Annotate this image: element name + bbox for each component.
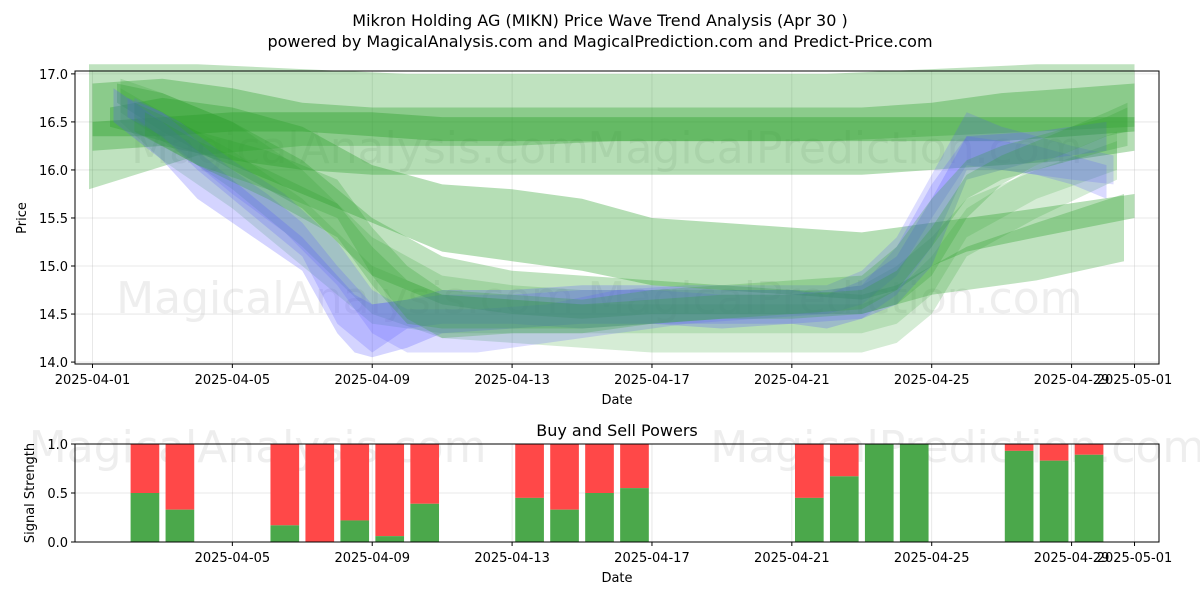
- x-tick-label: 2025-04-21: [754, 373, 830, 388]
- y-tick-label: 15.0: [39, 260, 68, 275]
- main-chart-subtitle: powered by MagicalAnalysis.com and Magic…: [267, 32, 932, 51]
- sell-bar-2025-04-14: [550, 444, 579, 510]
- y-tick-label: 16.0: [39, 164, 68, 179]
- trend-band-green-11: [144, 102, 1128, 329]
- signal-plot: Buy and Sell Powers MagicalAnalysis.com …: [23, 421, 1200, 586]
- x-tick-label: 2025-04-13: [474, 373, 550, 388]
- buy-bar-2025-04-03: [165, 509, 195, 542]
- price-y-ticks: 14.0 14.5 15.0 15.5 16.0 16.5 17.0: [39, 68, 75, 371]
- trend-band-green-2: [92, 112, 1135, 142]
- main-chart-title: Mikron Holding AG (MIKN) Price Wave Tren…: [352, 11, 847, 30]
- signal-y-ticks: 0.0 0.5 1.0: [47, 438, 75, 551]
- signal-y-axis-label: Signal Strength: [23, 443, 38, 543]
- y-tick-label: 0.0: [47, 536, 68, 551]
- y-tick-label: 15.5: [39, 212, 68, 227]
- buy-bar-2025-04-06: [270, 525, 300, 542]
- trend-band-green-6: [120, 88, 1117, 334]
- x-tick-label: 2025-04-09: [334, 551, 410, 566]
- buy-bar-2025-04-14: [550, 509, 579, 542]
- trend-band-green-4: [117, 83, 1124, 319]
- x-tick-label: 2025-04-05: [195, 373, 271, 388]
- signal-chart-title: Buy and Sell Powers: [536, 421, 698, 440]
- buy-bar-2025-04-27: [1004, 450, 1034, 542]
- sell-bar-2025-04-27: [1004, 444, 1034, 451]
- sell-bar-2025-04-03: [165, 444, 195, 510]
- buy-bar-2025-04-10: [410, 503, 440, 542]
- buy-bar-2025-04-09: [375, 536, 405, 542]
- y-tick-label: 14.0: [39, 356, 68, 371]
- buy-bar-2025-04-15: [585, 493, 614, 542]
- x-tick-label: 2025-05-01: [1097, 551, 1173, 566]
- y-tick-label: 16.5: [39, 116, 68, 131]
- sell-bar-2025-04-08: [340, 444, 370, 521]
- signal-bars: [130, 444, 1104, 542]
- buy-bar-2025-04-08: [340, 520, 370, 542]
- trend-band-green-3: [110, 97, 1135, 300]
- y-tick-label: 0.5: [47, 487, 68, 502]
- x-tick-label: 2025-05-01: [1097, 373, 1173, 388]
- buy-bar-2025-04-24: [899, 444, 929, 542]
- price-x-axis-label: Date: [601, 393, 632, 408]
- x-tick-label: 2025-04-01: [55, 373, 131, 388]
- price-x-ticks: 2025-04-01 2025-04-05 2025-04-09 2025-04-13…: [55, 364, 1173, 388]
- sell-bar-2025-04-02: [130, 444, 160, 493]
- buy-bar-2025-04-16: [620, 488, 649, 542]
- sell-bar-2025-04-15: [585, 444, 614, 493]
- sell-bar-2025-04-29: [1074, 444, 1104, 455]
- x-tick-label: 2025-04-17: [614, 373, 690, 388]
- x-tick-label: 2025-04-13: [474, 551, 550, 566]
- buy-bar-2025-04-23: [864, 444, 894, 542]
- sell-bar-2025-04-10: [410, 444, 440, 504]
- trend-band-green-0: [92, 78, 1135, 175]
- buy-bar-2025-04-21: [794, 497, 824, 542]
- trend-band-blue-7: [113, 88, 1107, 358]
- sell-bar-2025-04-21: [794, 444, 824, 498]
- buy-bar-2025-04-28: [1039, 460, 1069, 542]
- price-watermarks: MagicalAnalysis.com MagicalPrediction.co…: [116, 123, 1082, 324]
- x-tick-label: 2025-04-05: [195, 551, 271, 566]
- price-plot: MagicalAnalysis.com MagicalPrediction.co…: [15, 64, 1172, 408]
- y-tick-label: 1.0: [47, 438, 68, 453]
- buy-bar-2025-04-22: [829, 476, 859, 542]
- x-tick-label: 2025-04-25: [894, 373, 970, 388]
- price-grid: [75, 71, 1159, 364]
- trend-band-blue-8: [127, 97, 1107, 353]
- trend-band-blue-9: [134, 97, 1114, 353]
- x-tick-label: 2025-04-29: [1034, 373, 1110, 388]
- signal-x-ticks: 2025-04-05 2025-04-09 2025-04-13 2025-04-17…: [195, 542, 1173, 566]
- sell-bar-2025-04-13: [515, 444, 544, 498]
- y-tick-label: 17.0: [39, 68, 68, 83]
- sell-bar-2025-04-22: [829, 444, 859, 477]
- x-tick-label: 2025-04-29: [1034, 551, 1110, 566]
- sell-bar-2025-04-06: [270, 444, 300, 526]
- watermark-text: MagicalAnalysis.com: [131, 123, 589, 174]
- watermark-text: MagicalAnalysis.com: [116, 273, 574, 324]
- buy-bar-2025-04-13: [515, 497, 544, 542]
- buy-bar-2025-04-29: [1074, 454, 1104, 542]
- sell-bar-2025-04-09: [375, 444, 405, 537]
- sell-bar-2025-04-16: [620, 444, 649, 489]
- watermark-text: MagicalPrediction.com: [588, 123, 1083, 174]
- trend-band-green-10: [134, 102, 1128, 339]
- price-bands: [89, 64, 1135, 358]
- sell-bar-2025-04-07: [305, 444, 335, 542]
- buy-bar-2025-04-02: [130, 493, 160, 542]
- x-tick-label: 2025-04-21: [754, 551, 830, 566]
- x-tick-label: 2025-04-17: [614, 551, 690, 566]
- sell-bar-2025-04-28: [1039, 444, 1069, 461]
- price-y-axis-label: Price: [15, 202, 30, 234]
- trend-band-green-5: [120, 78, 1117, 353]
- trend-band-green-1: [89, 64, 1135, 190]
- x-tick-label: 2025-04-25: [894, 551, 970, 566]
- signal-x-axis-label: Date: [601, 571, 632, 586]
- watermark-text: MagicalPrediction.com: [588, 273, 1083, 324]
- x-tick-label: 2025-04-09: [334, 373, 410, 388]
- y-tick-label: 14.5: [39, 308, 68, 323]
